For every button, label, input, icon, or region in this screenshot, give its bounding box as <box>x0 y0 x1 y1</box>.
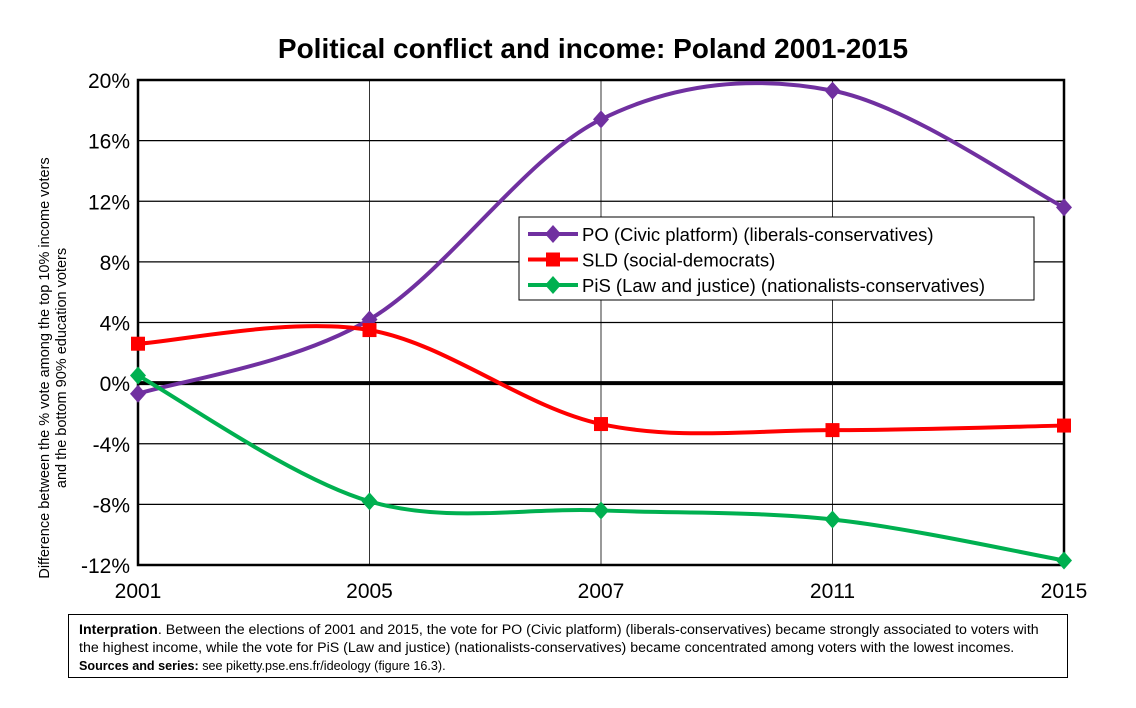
data-point <box>130 384 146 403</box>
x-tick-label: 2015 <box>1041 580 1088 603</box>
y-tick-label: 16% <box>88 131 130 154</box>
data-point <box>825 423 840 438</box>
legend-item: SLD (social-democrats) <box>528 250 775 271</box>
chart-title: Political conflict and income: Poland 20… <box>278 33 908 64</box>
data-point <box>824 81 841 100</box>
plot-frame <box>136 78 1066 567</box>
legend-swatch-marker <box>546 252 560 267</box>
data-point <box>593 110 609 129</box>
legend: PO (Civic platform) (liberals-conservati… <box>518 216 1035 301</box>
series-2 <box>130 366 1072 570</box>
legend-swatch-marker <box>545 225 561 243</box>
y-axis-title: Difference between the % vote among the … <box>37 157 70 578</box>
series-lines <box>130 81 1072 570</box>
y-tick-label: -4% <box>93 434 130 457</box>
y-axis-title-line-1: Difference between the % vote among the … <box>37 157 53 578</box>
data-point <box>594 417 608 432</box>
data-point <box>593 501 609 520</box>
grid <box>137 79 1065 566</box>
data-point <box>362 323 377 338</box>
y-axis-title-line-2: and the bottom 90% education voters <box>54 248 70 488</box>
interpretation-note: Interpration. Between the elections of 2… <box>68 614 1068 678</box>
legend-item: PO (Civic platform) (liberals-conservati… <box>528 224 934 245</box>
data-point <box>131 336 145 351</box>
x-tick-label: 2011 <box>810 580 855 603</box>
data-point <box>130 366 146 385</box>
legend-label: PO (Civic platform) (liberals-conservati… <box>582 224 934 245</box>
data-point <box>1056 551 1072 570</box>
x-tick-label: 2007 <box>578 580 625 603</box>
legend-box <box>518 216 1035 301</box>
legend-label: PiS (Law and justice) (nationalists-cons… <box>582 275 985 296</box>
x-tick-label: 2005 <box>346 580 393 603</box>
legend-item: PiS (Law and justice) (nationalists-cons… <box>528 275 985 296</box>
note-label: Interpration <box>79 622 158 638</box>
series-1 <box>131 323 1071 438</box>
data-point <box>1056 198 1072 217</box>
y-tick-label: 20% <box>88 70 130 93</box>
legend-swatch-marker <box>545 276 561 294</box>
y-tick-label: -8% <box>93 494 130 517</box>
data-point <box>824 510 841 529</box>
data-point <box>1057 418 1071 433</box>
y-tick-label: 4% <box>100 313 130 336</box>
note-text: . Between the elections of 2001 and 2015… <box>79 622 1039 656</box>
axes: 20% 16% 12% 8% 4% 0% -4% -8% -12%2001 2005 2007 201… <box>81 70 1087 603</box>
y-tick-label: 0% <box>100 373 130 396</box>
y-tick-label: 8% <box>100 252 130 275</box>
sources-label: Sources and series: <box>79 659 199 673</box>
x-tick-label: 2001 <box>115 580 162 603</box>
sources-text: see piketty.pse.ens.fr/ideology (figure … <box>198 659 446 673</box>
y-tick-label: -12% <box>81 555 130 578</box>
legend-label: SLD (social-democrats) <box>582 250 775 271</box>
data-point <box>361 492 378 511</box>
y-tick-label: 12% <box>88 191 130 214</box>
